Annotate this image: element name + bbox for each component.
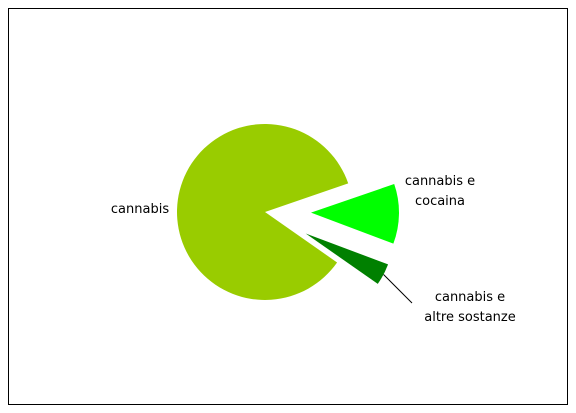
chart-frame xyxy=(8,8,568,405)
slice-label-line: cannabis e xyxy=(405,174,475,189)
pie-slice xyxy=(177,124,349,301)
slice-label: cannabis xyxy=(111,202,169,217)
pie-slice xyxy=(305,233,389,284)
slice-label-line: cannabis e xyxy=(435,290,505,305)
slice-label-line: altre sostanze xyxy=(424,310,516,325)
slice-label: cannabis e cocaina xyxy=(405,174,475,209)
slice-label-line: cocaina xyxy=(415,194,465,209)
pie-slice xyxy=(310,183,399,244)
slice-label-line: cannabis xyxy=(111,202,169,217)
slice-label: cannabis e altre sostanze xyxy=(424,290,516,325)
leader-line xyxy=(383,274,413,304)
